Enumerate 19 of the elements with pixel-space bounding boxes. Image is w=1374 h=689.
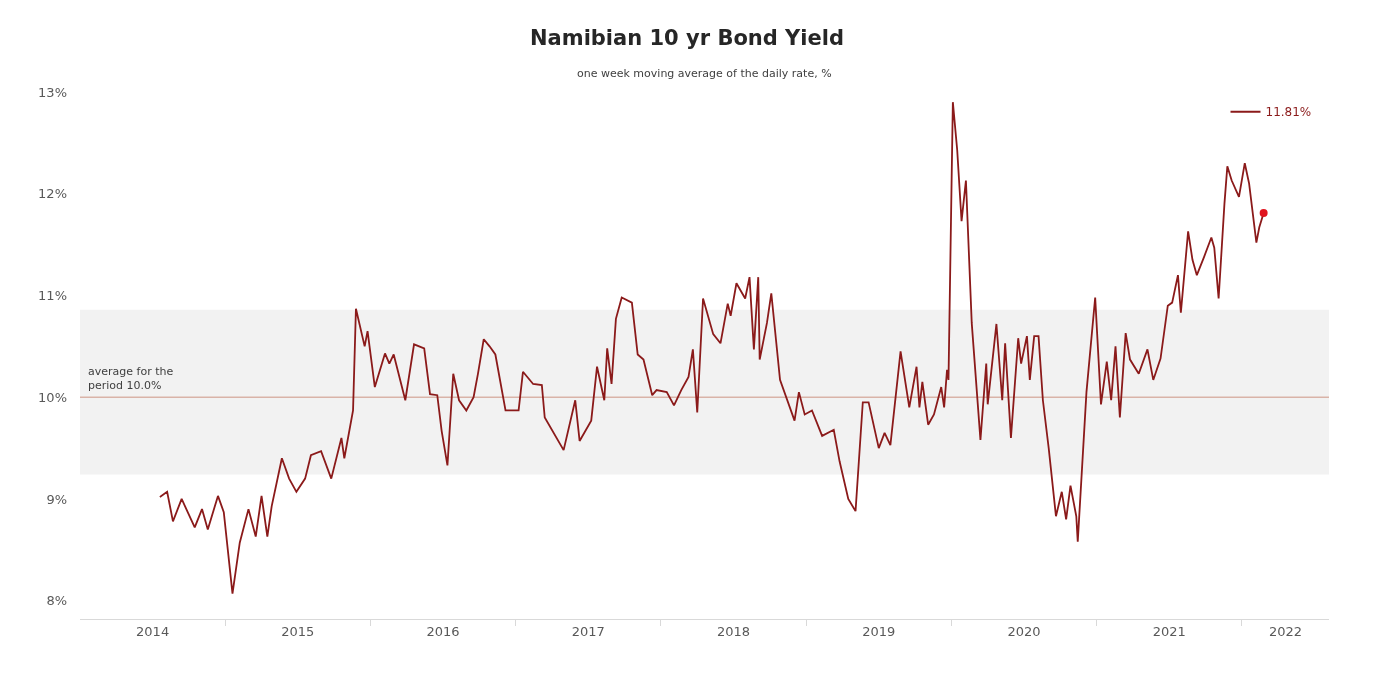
y-tick-label: 9% xyxy=(46,491,67,507)
x-tick-label: 2017 xyxy=(571,623,605,639)
x-tick-label: 2015 xyxy=(281,623,315,639)
x-tick-label: 2020 xyxy=(1007,623,1041,639)
legend-label: 11.81% xyxy=(1265,105,1312,120)
chart-subtitle: one week moving average of the daily rate, % xyxy=(577,67,832,80)
x-tick-label: 2014 xyxy=(136,623,170,639)
ref-line-label: average for the period 10.0% xyxy=(88,365,174,393)
y-tick-label: 8% xyxy=(46,593,67,609)
x-tick-label: 2018 xyxy=(717,623,751,639)
y-tick-label: 10% xyxy=(38,389,67,405)
y-tick-label: 11% xyxy=(38,288,67,304)
x-tick-label: 2016 xyxy=(426,623,460,639)
y-tick-label: 12% xyxy=(38,186,67,202)
x-tick-label: 2022 xyxy=(1268,623,1302,639)
y-tick-label: 13% xyxy=(38,84,67,100)
x-tick-label: 2019 xyxy=(862,623,896,639)
chart-title: Namibian 10 yr Bond Yield xyxy=(530,25,844,50)
x-tick-label: 2021 xyxy=(1152,623,1186,639)
